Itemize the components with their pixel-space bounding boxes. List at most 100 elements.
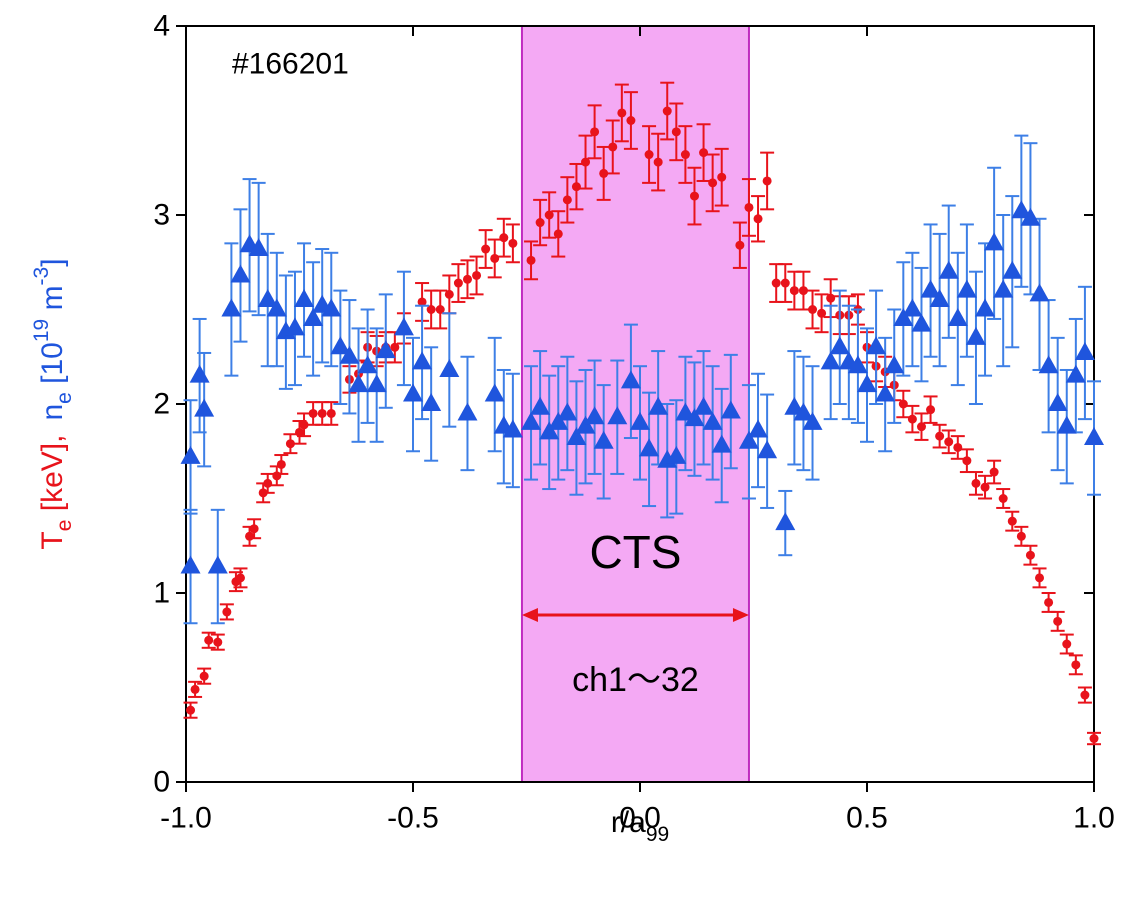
data-point — [435, 305, 445, 314]
data-point — [317, 408, 327, 418]
data-point — [984, 232, 1005, 251]
data-point — [753, 214, 763, 224]
data-point — [599, 168, 609, 178]
data-point — [1056, 415, 1077, 434]
data-point — [617, 108, 627, 118]
data-point — [230, 264, 251, 283]
data-point — [826, 293, 836, 303]
data-point — [294, 289, 315, 308]
y-tick-label: 3 — [153, 199, 170, 232]
data-point — [666, 445, 687, 464]
data-point — [708, 178, 718, 188]
data-point — [1016, 531, 1026, 541]
data-point — [308, 408, 318, 418]
y-label-te: T — [36, 531, 69, 549]
x-label-sub: 99 — [646, 823, 669, 846]
data-point — [1002, 260, 1023, 279]
x-axis-label: r/a99 — [611, 806, 669, 846]
data-point — [439, 358, 460, 377]
data-point — [266, 298, 287, 317]
data-point — [204, 635, 214, 645]
data-point — [717, 172, 727, 182]
data-point — [680, 150, 690, 160]
data-point — [793, 402, 814, 421]
data-point — [339, 345, 360, 364]
data-point — [186, 705, 196, 715]
data-point — [180, 555, 201, 574]
data-point — [965, 326, 986, 345]
data-point — [847, 355, 868, 374]
data-point — [935, 431, 945, 441]
data-point — [639, 438, 660, 457]
data-point — [820, 351, 841, 370]
data-point — [453, 278, 463, 288]
data-point — [472, 270, 482, 280]
y-tick-label: 2 — [153, 388, 170, 421]
x-tick-label: -1.0 — [160, 802, 212, 835]
data-point — [1047, 393, 1068, 411]
data-point — [938, 260, 959, 279]
data-point — [1053, 616, 1063, 626]
data-point — [929, 289, 950, 308]
data-point — [720, 400, 741, 419]
data-point — [462, 274, 472, 284]
y-axis-label: Te [keV],ne [1019 m-3] — [30, 258, 76, 549]
data-point — [1038, 355, 1059, 374]
data-point — [295, 427, 304, 437]
data-point — [762, 176, 772, 186]
data-point — [907, 414, 917, 424]
data-point — [321, 298, 342, 317]
data-point — [911, 313, 932, 332]
x-tick-label: 0.0 — [619, 802, 661, 835]
data-point — [771, 278, 781, 288]
data-point — [1065, 364, 1086, 383]
data-point — [213, 637, 223, 647]
data-point — [662, 106, 672, 116]
data-point — [1007, 516, 1017, 526]
data-point — [608, 142, 618, 152]
y-label-ne-sub: e — [53, 392, 76, 404]
data-point — [180, 445, 201, 464]
data-point — [285, 439, 295, 449]
annotation: ch1～32 — [572, 661, 699, 699]
data-point — [857, 374, 877, 393]
data-point — [689, 191, 699, 201]
data-point — [403, 383, 423, 402]
data-point — [417, 297, 427, 307]
data-point — [590, 127, 600, 137]
data-point — [744, 202, 754, 212]
data-point — [993, 279, 1014, 298]
data-point — [898, 399, 908, 409]
data-point — [626, 116, 636, 125]
data-point — [521, 411, 542, 430]
data-point — [330, 336, 351, 355]
data-point — [357, 355, 378, 374]
data-point — [221, 298, 242, 317]
data-point — [1020, 207, 1041, 226]
y-tick-label: 0 — [153, 766, 170, 799]
data-point — [535, 218, 545, 228]
data-point — [653, 157, 663, 167]
data-point — [207, 555, 228, 574]
data-point — [630, 411, 650, 430]
y-tick-label: 1 — [153, 577, 170, 610]
data-point — [375, 340, 396, 359]
annotation: #166201 — [232, 48, 349, 81]
data-point — [581, 157, 591, 167]
data-point — [1084, 427, 1104, 446]
x-tick-label: -0.5 — [387, 802, 439, 835]
data-point — [248, 238, 269, 257]
data-point — [702, 411, 723, 430]
data-point — [953, 442, 963, 452]
data-point — [284, 317, 305, 336]
data-point — [1011, 200, 1032, 219]
data-point — [916, 422, 926, 432]
data-point — [780, 278, 790, 288]
data-point — [194, 398, 215, 417]
data-point — [499, 233, 509, 243]
data-point — [566, 427, 587, 446]
data-point — [735, 240, 745, 250]
plot-area: #166201 CTS ch1～32 — [176, 25, 1104, 792]
data-point — [557, 402, 578, 421]
data-point — [1035, 573, 1045, 583]
